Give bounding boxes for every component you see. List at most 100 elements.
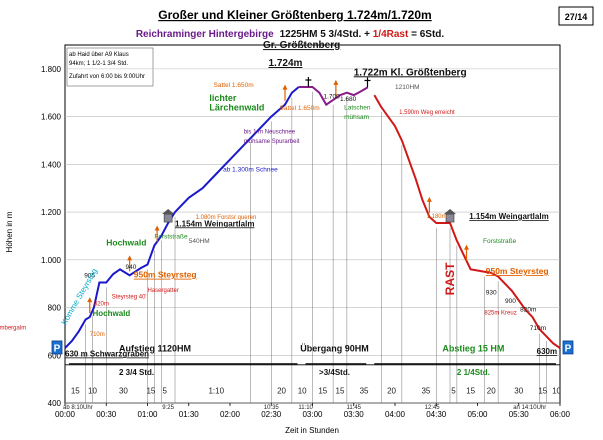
interval-label: 15 [146, 386, 155, 395]
profile-annotation: Steyrsteg 40' [112, 294, 147, 300]
time-mark-label: 10:35 [264, 405, 280, 411]
interval-label: 35 [360, 386, 369, 395]
interval-label: 15 [71, 386, 80, 395]
profile-crossing-line [298, 86, 369, 107]
profile-annotation: Lärchenwald [209, 103, 264, 113]
x-tick-label: 06:00 [550, 410, 571, 419]
profile-annotation: Hochwald [106, 237, 146, 247]
x-axis-label: Zeit in Stunden [285, 426, 339, 435]
interval-label: 15 [336, 386, 345, 395]
profile-annotation: lichter [209, 93, 237, 103]
segment-sublabel: 2 1/4Std. [457, 368, 490, 377]
x-tick-label: 00:30 [96, 410, 117, 419]
profile-annotation: mühsame Spurarbeit [244, 139, 300, 145]
x-tick-label: 01:30 [179, 410, 200, 419]
subtitle-region: Reichraminger Hintergebirge [136, 29, 274, 40]
interval-label: 20 [387, 386, 396, 395]
hut-icon [444, 209, 456, 215]
profile-annotation: 540HM [189, 238, 210, 245]
x-tick-label: 05:00 [467, 410, 488, 419]
profile-annotation: 1.154m Weingartlalm [469, 212, 548, 221]
profile-annotation: bis 1 m Neuschnee [244, 129, 296, 135]
parking-label: P [565, 343, 572, 354]
profile-annotation: 1.700 [324, 94, 341, 101]
interval-label: 20 [487, 386, 496, 395]
chart-subtitle: Reichraminger Hintergebirge 1225HM 5 3/4S… [136, 29, 445, 40]
profile-annotation: 905 [84, 273, 95, 280]
interval-label: 30 [514, 386, 523, 395]
x-tick-label: 03:00 [302, 410, 323, 419]
x-tick-label: 01:00 [137, 410, 158, 419]
info-line-3: Zufahrt von 6:00 bis 9:00Uhr [69, 74, 145, 80]
y-tick-label: 1.400 [41, 160, 62, 169]
rast-label: RAST [443, 262, 457, 295]
time-mark-label: ab 8:10Uhr [63, 405, 93, 411]
profile-annotation: 1.680 [340, 96, 357, 103]
info-line-1: ab Haid über A9 Klaus [69, 52, 129, 58]
profile-annotation: 820m [94, 302, 109, 308]
profile-annotation: 630m [537, 347, 557, 356]
interval-label: 1:10 [208, 386, 224, 395]
interval-label: 15 [318, 386, 327, 395]
time-mark-label: 11:10 [298, 405, 313, 411]
profile-annotation: 900 [505, 298, 516, 305]
subtitle-total: = 6Std. [408, 29, 444, 40]
x-tick-label: 02:30 [261, 410, 282, 419]
profile-annotation: 1210HM [395, 84, 420, 91]
profile-annotation: Sattel 1.650m [214, 82, 254, 89]
hut-icon [445, 213, 455, 223]
y-tick-label: 800 [48, 304, 62, 313]
waypoint-arrow [87, 297, 93, 303]
y-tick-label: 1.200 [41, 208, 62, 217]
profile-annotation: 950m Steyrsteg [134, 270, 197, 280]
interval-label: 10 [298, 386, 307, 395]
interval-label: 20 [277, 386, 286, 395]
interval-label: 5 [162, 386, 167, 395]
subtitle-stats: 1225HM 5 3/4Std. + [280, 29, 373, 40]
profile-annotation: Hochwald [93, 309, 131, 318]
info-box-frame [66, 47, 154, 87]
hut-icon [163, 213, 173, 223]
info-box: ab Haid über A9 Klaus 94km; 1 1/2-1 3/4 … [69, 52, 145, 80]
profile-annotation: 1.724m [269, 58, 303, 69]
profile-annotation: Schaumbergalm [0, 325, 26, 331]
x-tick-label: 02:00 [220, 410, 241, 419]
interval-label: 15 [538, 386, 547, 395]
profile-annotation: Forststraße [483, 238, 517, 245]
profile-annotation: 940 [126, 264, 137, 271]
profile-annotation: 950m Steyrsteg [486, 266, 549, 276]
time-mark-label: 12:45 [425, 405, 441, 411]
waypoint-arrow [464, 244, 469, 250]
profile-ascent-line [64, 86, 300, 349]
time-mark-label: 9:25 [162, 405, 174, 411]
profile-annotation: 1.080m Forstsr queren [196, 215, 257, 221]
segment-sublabel: 2 3/4 Std. [119, 368, 154, 377]
profile-annotation: 1.590m Weg erreicht [399, 110, 455, 116]
profile-annotation: mühsam [344, 114, 369, 121]
y-tick-label: 1.800 [41, 65, 62, 74]
y-axis-label: Höhen in m [5, 211, 14, 252]
profile-annotation: Latschen [344, 104, 371, 111]
time-mark-label: 11:45 [346, 405, 361, 411]
segment-sublabel: >3/4Std. [319, 368, 350, 377]
parking-icon [51, 340, 63, 355]
profile-annotation: Sattel 1.650m [280, 105, 320, 112]
subtitle-rest: 1/4Rast [373, 29, 409, 40]
profile-annotation: 630 m Schwarzgraben [65, 349, 149, 358]
profile-annotation: Forststraße [154, 233, 188, 240]
hut-icon [162, 209, 175, 215]
profile-annotation: 1.722m Kl. Größtenberg [354, 67, 467, 78]
page-badge-box [558, 6, 594, 26]
waypoint-arrow [426, 196, 432, 202]
segment-label: Übergang 90HM [300, 344, 369, 354]
parking-icon [562, 340, 574, 355]
interval-label: 15 [466, 386, 475, 395]
time-mark-label: an 14:10Uhr [513, 405, 546, 411]
interval-label: 30 [119, 386, 128, 395]
interval-label: 35 [421, 386, 430, 395]
profile-annotation: 1.154m Weingartlalm [175, 219, 254, 228]
parking-label: P [54, 343, 61, 354]
profile-annotation: Hasergatter [148, 288, 179, 294]
profile-annotation: 710m [530, 325, 546, 332]
